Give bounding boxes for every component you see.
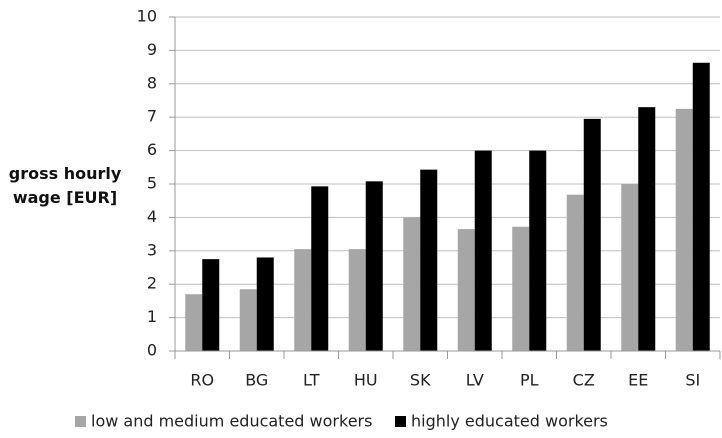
bar xyxy=(348,249,366,351)
bar xyxy=(692,62,710,352)
y-tick-label: 7 xyxy=(147,107,157,126)
y-tick-label: 5 xyxy=(147,174,157,193)
bar xyxy=(403,217,421,351)
legend-label: highly educated workers xyxy=(411,412,608,431)
y-axis-label: gross hourly wage [EUR] xyxy=(8,164,122,207)
bar xyxy=(256,257,274,351)
x-tick-label: SK xyxy=(410,371,431,390)
legend-swatch xyxy=(75,416,86,427)
y-tick-label: 9 xyxy=(147,40,157,59)
x-tick-label: EE xyxy=(628,371,648,390)
bar xyxy=(638,107,656,352)
y-tick-label: 8 xyxy=(147,73,157,92)
x-tick-label: PL xyxy=(520,371,539,390)
x-tick-label: LV xyxy=(466,371,484,390)
bar xyxy=(311,186,329,351)
bar xyxy=(621,184,639,351)
bar xyxy=(365,181,383,351)
y-tick-label: 0 xyxy=(147,341,157,360)
bar xyxy=(420,169,438,351)
bar xyxy=(675,108,693,351)
y-tick-label: 1 xyxy=(147,307,157,326)
legend-label: low and medium educated workers xyxy=(91,412,372,431)
bar xyxy=(512,226,530,351)
y-tick-label: 10 xyxy=(137,7,157,26)
bar xyxy=(529,150,547,351)
bar xyxy=(566,194,584,351)
x-tick-label: RO xyxy=(190,371,214,390)
bar xyxy=(239,289,257,351)
bar xyxy=(583,118,601,352)
y-tick-label: 2 xyxy=(147,274,157,293)
bar xyxy=(457,229,475,351)
x-tick-label: LT xyxy=(303,371,320,390)
bar xyxy=(202,259,220,351)
x-tick-label: CZ xyxy=(573,371,595,390)
legend-swatch xyxy=(395,416,406,427)
bar xyxy=(474,150,492,351)
bar xyxy=(294,249,312,351)
bar xyxy=(185,294,203,351)
y-tick-label: 6 xyxy=(147,140,157,159)
x-tick-label: HU xyxy=(354,371,378,390)
x-tick-label: BG xyxy=(245,371,268,390)
x-tick-label: SI xyxy=(685,371,700,390)
y-tick-label: 3 xyxy=(147,240,157,259)
y-tick-label: 4 xyxy=(147,207,157,226)
